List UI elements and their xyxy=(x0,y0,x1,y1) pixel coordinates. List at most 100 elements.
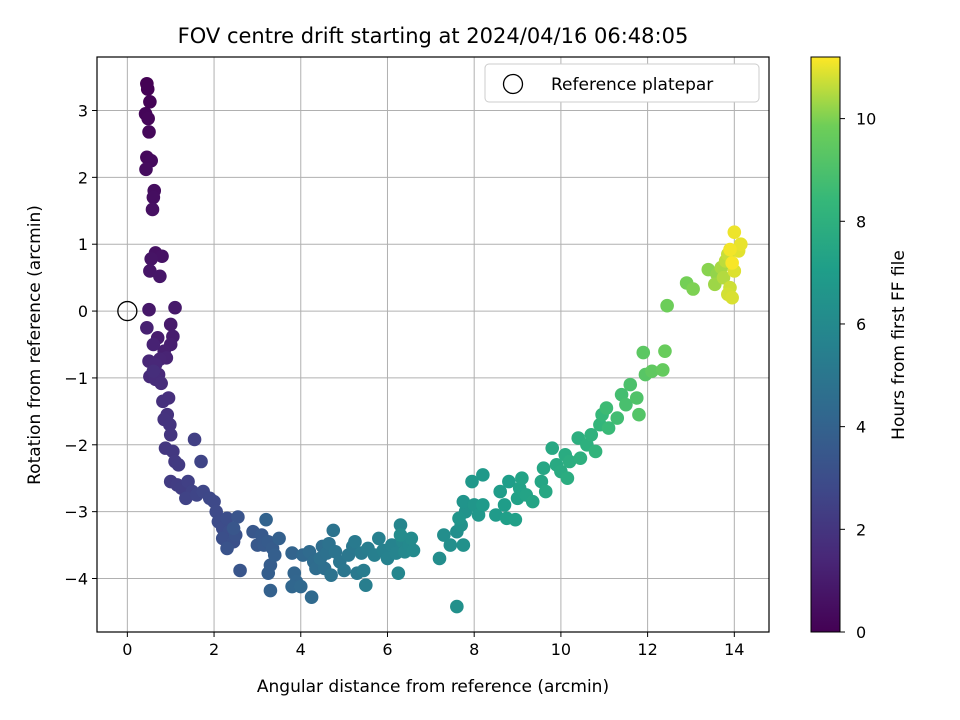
scatter-point xyxy=(476,468,490,482)
scatter-point xyxy=(163,427,178,442)
scatter-point xyxy=(655,363,670,377)
data-points xyxy=(117,76,748,614)
scatter-point xyxy=(259,512,273,527)
scatter-point xyxy=(725,290,739,305)
x-tick-label: 8 xyxy=(469,640,479,659)
scatter-point xyxy=(610,411,625,425)
scatter-point xyxy=(220,541,234,556)
scatter-point xyxy=(393,518,408,532)
scatter-point xyxy=(502,474,516,489)
x-tick-label: 10 xyxy=(551,640,571,659)
scatter-point xyxy=(146,190,161,205)
scatter-point xyxy=(326,523,341,538)
y-axis-label: Rotation from reference (arcmin) xyxy=(25,205,45,485)
scatter-point xyxy=(623,377,638,392)
scatter-point xyxy=(476,498,490,512)
scatter-point xyxy=(538,484,553,499)
scatter-point xyxy=(372,531,386,546)
x-axis-ticks: 0 2 4 6 8 10 12 14 xyxy=(122,632,744,659)
scatter-point xyxy=(153,269,167,284)
colorbar-gradient xyxy=(810,56,841,633)
scatter-point xyxy=(187,432,202,447)
scatter-point xyxy=(140,320,154,335)
scatter-point xyxy=(304,590,319,605)
scatter-point xyxy=(432,551,447,566)
x-tick-label: 14 xyxy=(724,640,744,659)
scatter-point xyxy=(497,498,512,512)
scatter-point xyxy=(143,94,157,109)
scatter-point xyxy=(545,441,560,455)
scatter-point xyxy=(536,461,551,475)
scatter-point xyxy=(146,337,161,352)
x-axis-label: Angular distance from reference (arcmin) xyxy=(257,677,609,697)
scatter-point xyxy=(285,546,299,560)
scatter-point xyxy=(560,471,575,486)
scatter-point xyxy=(154,376,168,391)
colorbar-tick-label: 4 xyxy=(856,418,866,437)
scatter-point xyxy=(573,451,588,465)
scatter-point xyxy=(156,394,170,409)
scatter-point xyxy=(632,407,646,422)
scatter-point xyxy=(601,421,616,435)
scatter-point xyxy=(645,364,659,379)
scatter-point xyxy=(145,202,160,217)
colorbar-ticks: 0 2 4 6 8 10 xyxy=(840,110,876,642)
scatter-point xyxy=(226,521,241,536)
scatter-point xyxy=(233,563,247,578)
scatter-point xyxy=(619,397,633,412)
scatter-point xyxy=(139,162,153,177)
chart-title: FOV centre drift starting at 2024/04/16 … xyxy=(178,24,689,48)
scatter-point xyxy=(734,237,748,252)
scatter-point xyxy=(261,566,276,580)
scatter-point xyxy=(660,298,674,313)
scatter-point xyxy=(584,427,599,442)
y-tick-label: 3 xyxy=(78,101,88,120)
scatter-point xyxy=(393,528,408,542)
scatter-point xyxy=(163,317,178,332)
colorbar: 0 2 4 6 8 10 Hours from first FF file xyxy=(810,56,909,642)
x-tick-label: 4 xyxy=(296,640,306,659)
y-tick-label: −2 xyxy=(64,436,88,455)
scatter-point xyxy=(450,599,464,614)
colorbar-tick-label: 6 xyxy=(856,315,866,334)
x-tick-label: 12 xyxy=(637,640,657,659)
legend-label-reference: Reference platepar xyxy=(551,75,713,95)
scatter-point xyxy=(456,494,471,509)
y-tick-label: −3 xyxy=(64,503,88,522)
scatter-point xyxy=(456,538,471,552)
scatter-point xyxy=(348,534,362,549)
scatter-point xyxy=(443,538,458,552)
reference-platepar-marker xyxy=(117,300,138,322)
scatter-point xyxy=(406,543,421,558)
scatter-point xyxy=(437,528,451,542)
scatter-point xyxy=(141,111,155,126)
legend-marker-reference xyxy=(502,73,524,95)
colorbar-tick-label: 0 xyxy=(856,623,866,642)
scatter-point xyxy=(144,252,158,266)
x-tick-label: 6 xyxy=(382,640,392,659)
scatter-point xyxy=(489,508,503,522)
scatter-point xyxy=(525,494,540,509)
scatter-point xyxy=(359,578,373,592)
scatter-point xyxy=(324,568,338,582)
scatter-point xyxy=(658,344,672,358)
scatter-point xyxy=(220,511,234,526)
scatter-point xyxy=(725,256,739,270)
scatter-point xyxy=(272,531,286,546)
colorbar-label: Hours from first FF file xyxy=(889,250,909,440)
scatter-point xyxy=(465,474,479,489)
scatter-point xyxy=(686,282,700,296)
y-axis-ticks: −4 −3 −2 −1 0 1 2 3 xyxy=(64,101,97,589)
x-tick-label: 2 xyxy=(209,640,219,659)
scatter-point xyxy=(716,270,731,285)
scatter-point xyxy=(146,364,161,379)
scatter-point xyxy=(171,458,186,472)
scatter-point xyxy=(629,391,644,405)
scatter-point xyxy=(231,510,245,524)
scatter-point xyxy=(155,249,169,264)
scatter-point xyxy=(599,401,614,415)
scatter-point xyxy=(263,583,278,598)
scatter-point xyxy=(508,512,523,527)
plot-frame xyxy=(96,56,770,633)
